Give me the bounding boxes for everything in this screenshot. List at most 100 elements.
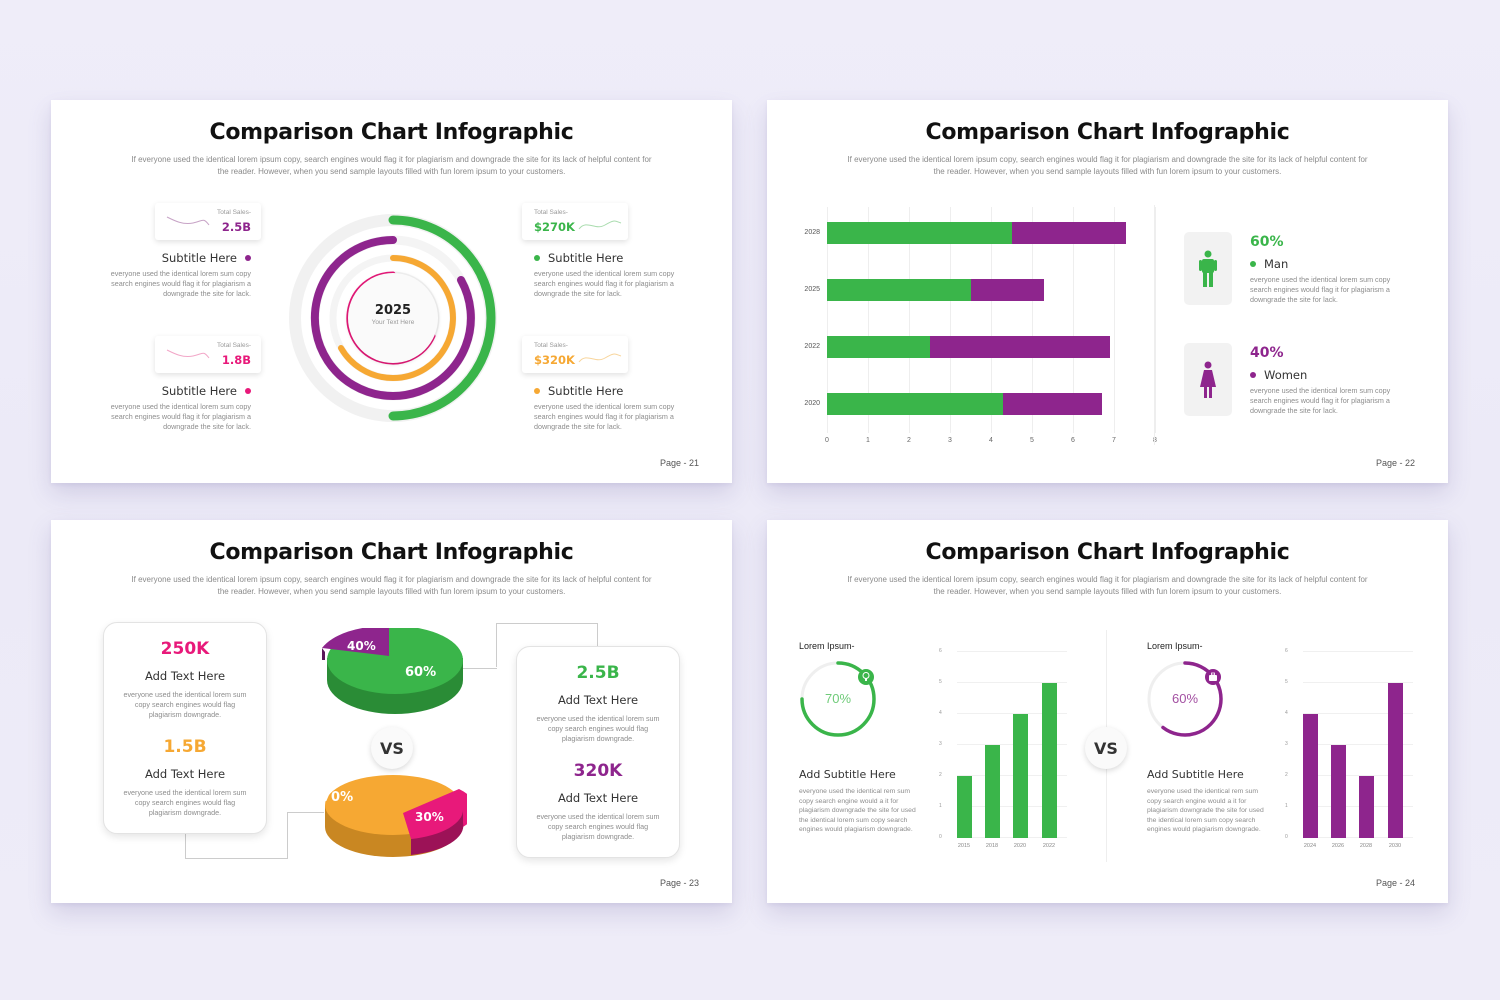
slide-page-24[interactable]: Comparison Chart Infographic If everyone… — [767, 520, 1448, 903]
sparkline-icon — [166, 216, 210, 226]
donut-70 — [800, 661, 876, 737]
sales-label: Total Sales- — [534, 209, 568, 216]
sales-card-2-5b: Total Sales- 2.5B — [155, 203, 261, 240]
y-label: 2022 — [804, 343, 820, 350]
x-label: 2015 — [957, 843, 971, 849]
sparkline-icon — [578, 220, 622, 230]
bar — [1013, 714, 1028, 838]
pie-label: 70% — [322, 790, 353, 805]
man-percentage: 60% — [1250, 234, 1284, 250]
sales-value: $320K — [534, 353, 575, 367]
page-number: Page - 24 — [1375, 878, 1415, 888]
box-text: everyone used the identical lorem sum co… — [536, 714, 660, 743]
slide-title: Comparison Chart Infographic — [209, 120, 574, 145]
bullet-dot-icon — [245, 388, 251, 394]
subtitle-text: everyone used the identical lorem sum co… — [110, 269, 251, 298]
panel-text: everyone used the identical rem sum copy… — [1147, 788, 1264, 834]
x-label: 2028 — [1359, 843, 1373, 849]
slide-title: Comparison Chart Infographic — [925, 540, 1290, 565]
connector-line — [463, 623, 497, 669]
box-value: 2.5B — [576, 663, 620, 683]
man-card — [1184, 232, 1232, 305]
x-label: 7 — [1112, 437, 1116, 444]
x-label: 4 — [989, 437, 993, 444]
y-label: 2025 — [804, 286, 820, 293]
box-heading: Add Text Here — [557, 791, 639, 805]
page-number: Page - 21 — [659, 458, 699, 468]
x-label: 2018 — [985, 843, 999, 849]
bar-row-2025 — [827, 279, 1045, 301]
x-label: 3 — [948, 437, 952, 444]
slide-subtitle: If everyone used the identical lorem ips… — [131, 155, 652, 176]
connector-line — [288, 812, 324, 813]
subtitle-text: everyone used the identical lorem sum co… — [534, 269, 675, 298]
man-icon — [1199, 250, 1217, 287]
page-number: Page - 22 — [1375, 458, 1415, 468]
sales-value: 1.8B — [221, 353, 251, 367]
donut-percentage: 70% — [824, 691, 852, 706]
donut-60 — [1147, 661, 1223, 737]
man-label: Man — [1250, 257, 1288, 271]
bullet-dot-icon — [534, 255, 540, 261]
pie-3d-bottom: 70% 30% — [322, 775, 467, 857]
bar — [1331, 745, 1346, 838]
sales-label: Total Sales- — [217, 209, 251, 216]
y-label: 2020 — [804, 400, 820, 407]
x-label: 2024 — [1303, 843, 1317, 849]
center-text: Your Text Here — [371, 319, 415, 326]
label-text: Women — [1264, 368, 1308, 382]
slide-title: Comparison Chart Infographic — [209, 540, 574, 565]
bullet-dot-icon — [245, 255, 251, 261]
box-value: 1.5B — [163, 737, 207, 757]
connector-line — [496, 623, 598, 667]
box-heading: Add Text Here — [144, 669, 226, 683]
slide-page-22[interactable]: Comparison Chart Infographic If everyone… — [767, 100, 1448, 483]
subtitle-heading: Subtitle Here — [161, 251, 237, 265]
subtitle-block: Subtitle Here everyone used the identica… — [534, 384, 694, 432]
bar — [1042, 683, 1057, 838]
vs-badge: VS — [371, 727, 413, 769]
women-text: everyone used the identical lorem sum co… — [1250, 386, 1391, 415]
box-text: everyone used the identical lorem sum co… — [123, 788, 247, 817]
subtitle-heading: Subtitle Here — [548, 251, 624, 265]
women-percentage: 40% — [1250, 345, 1284, 361]
box-heading: Add Text Here — [144, 767, 226, 781]
x-label: 2022 — [1042, 843, 1056, 849]
vs-badge: VS — [1085, 727, 1127, 769]
women-card — [1184, 343, 1232, 416]
subtitle-heading: Subtitle Here — [161, 384, 237, 398]
bar — [957, 776, 972, 838]
pie-label: 40% — [347, 639, 376, 653]
subtitle-block: Subtitle Here everyone used the identica… — [534, 251, 694, 299]
bar-row-2028 — [827, 222, 1127, 244]
subtitle-heading: Subtitle Here — [548, 384, 624, 398]
ring-center-label: 2025 Your Text Here — [348, 273, 438, 363]
pie-label: 60% — [405, 665, 436, 680]
x-label: 2026 — [1331, 843, 1345, 849]
x-label: 2 — [907, 437, 911, 444]
briefcase-icon — [1209, 672, 1217, 681]
x-label: 2030 — [1388, 843, 1402, 849]
sales-card-270k: Total Sales- $270K — [522, 203, 628, 240]
radial-ring-chart — [289, 214, 497, 422]
slide-title: Comparison Chart Infographic — [925, 120, 1290, 145]
women-label: Women — [1250, 368, 1307, 382]
info-box-left: 250K Add Text Here everyone used the ide… — [103, 622, 267, 834]
slide-page-21[interactable]: Comparison Chart Infographic If everyone… — [51, 100, 732, 483]
bar — [1388, 683, 1403, 838]
subtitle-block: Subtitle Here everyone used the identica… — [91, 251, 251, 299]
slide-page-23[interactable]: Comparison Chart Infographic If everyone… — [51, 520, 732, 903]
bar-row-2022 — [827, 336, 1110, 358]
sales-value: $270K — [534, 220, 575, 234]
x-label: 1 — [866, 437, 870, 444]
box-heading: Add Text Here — [557, 693, 639, 707]
panel-label: Lorem Ipsum- — [1147, 641, 1203, 651]
sales-label: Total Sales- — [217, 342, 251, 349]
lightbulb-icon — [862, 672, 870, 681]
bullet-dot-icon — [1250, 372, 1256, 378]
bullet-dot-icon — [534, 388, 540, 394]
pie-3d-top: 40% 60% — [322, 628, 463, 714]
panel-text: everyone used the identical rem sum copy… — [799, 788, 916, 834]
